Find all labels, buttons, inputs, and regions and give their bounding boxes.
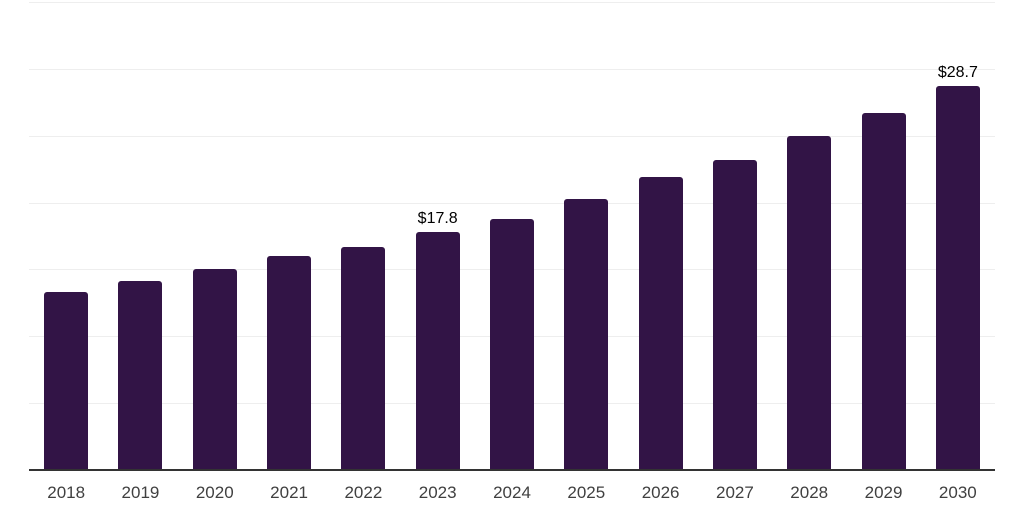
- x-tick-label: 2028: [790, 483, 829, 502]
- bar-2020: [192, 269, 237, 470]
- bar-2025: [564, 198, 609, 470]
- bar-2022: [341, 246, 386, 470]
- gridline: [29, 68, 995, 70]
- gridline: [29, 202, 995, 204]
- bar-2029: [861, 112, 906, 470]
- x-tick-label: 2024: [493, 483, 531, 502]
- bar-2021: [267, 256, 312, 470]
- bar-2019: [118, 281, 163, 470]
- x-tick-label: 2018: [47, 483, 86, 502]
- x-tick-label: 2021: [270, 483, 308, 502]
- x-tick-label: 2027: [716, 483, 754, 502]
- x-tick-label: 2022: [344, 483, 383, 502]
- x-tick-label: 2030: [938, 483, 977, 502]
- bar-2028: [787, 135, 832, 470]
- x-tick-label: 2019: [121, 483, 160, 502]
- x-tick-label: 2029: [864, 483, 903, 502]
- gridline: [29, 2, 995, 3]
- bar-value-label: $17.8: [417, 209, 458, 227]
- x-tick-label: 2025: [567, 483, 606, 502]
- gridline: [29, 135, 995, 137]
- bar-value-label: $28.7: [937, 64, 978, 82]
- bar-2018: [44, 292, 89, 470]
- bar-2027: [712, 159, 757, 470]
- x-tick-label: 2020: [195, 483, 234, 502]
- bar-2024: [490, 218, 534, 470]
- bar-2023: [415, 231, 460, 470]
- bar-2030: [935, 86, 980, 470]
- x-axis-line: [29, 469, 995, 471]
- x-tick-label: 2026: [641, 483, 680, 502]
- bar-2026: [638, 177, 683, 470]
- x-tick-label: 2023: [418, 483, 457, 502]
